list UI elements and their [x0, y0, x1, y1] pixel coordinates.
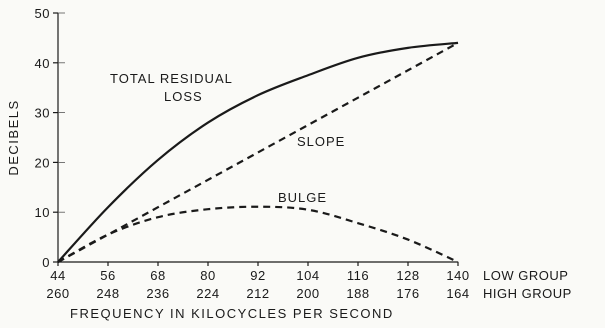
x-tick-label-low: 128	[396, 268, 419, 283]
x-tick-label-high: 200	[296, 286, 319, 301]
x-tick-label-high: 176	[396, 286, 419, 301]
series-line-bulge	[57, 205, 459, 264]
annotation-label: TOTAL RESIDUAL	[110, 71, 233, 86]
y-tick-label: 0	[42, 255, 50, 270]
x-tick-label-low: 44	[50, 268, 65, 283]
x-tick-label-high: 188	[346, 286, 369, 301]
x-tick-label-low: 68	[150, 268, 165, 283]
y-axis-title: DECIBELS	[6, 99, 21, 175]
x-tick-label-low: 140	[446, 268, 469, 283]
y-tick-label: 40	[35, 56, 50, 71]
x-tick-label-high: 224	[196, 286, 219, 301]
x-tick-label-high: 236	[146, 286, 169, 301]
x-axis-title: FREQUENCY IN KILOCYCLES PER SECOND	[70, 306, 394, 321]
series-line-slope	[57, 41, 459, 263]
x-tick-label-low: 104	[296, 268, 319, 283]
x-tick-label-high: 164	[446, 286, 469, 301]
y-tick-label: 10	[35, 205, 50, 220]
x-tick-label-low: 116	[347, 268, 369, 283]
annotation-label: LOSS	[164, 89, 203, 104]
y-tick-label: 20	[35, 155, 50, 170]
x-tick-label-low: 92	[250, 268, 265, 283]
x-tick-label-high: 212	[246, 286, 269, 301]
y-tick-label: 30	[35, 106, 50, 121]
annotation-label: BULGE	[278, 190, 327, 205]
x-tick-label-low: 80	[200, 268, 215, 283]
x-tick-label-low: 56	[100, 268, 115, 283]
x-row-label-low: LOW GROUP	[483, 268, 568, 283]
annotation-label: SLOPE	[297, 134, 345, 149]
y-tick-label: 50	[35, 6, 50, 21]
series-line-total-residual-loss	[57, 41, 459, 263]
x-tick-label-high: 260	[46, 286, 69, 301]
x-row-label-high: HIGH GROUP	[483, 286, 572, 301]
x-tick-label-high: 248	[96, 286, 119, 301]
